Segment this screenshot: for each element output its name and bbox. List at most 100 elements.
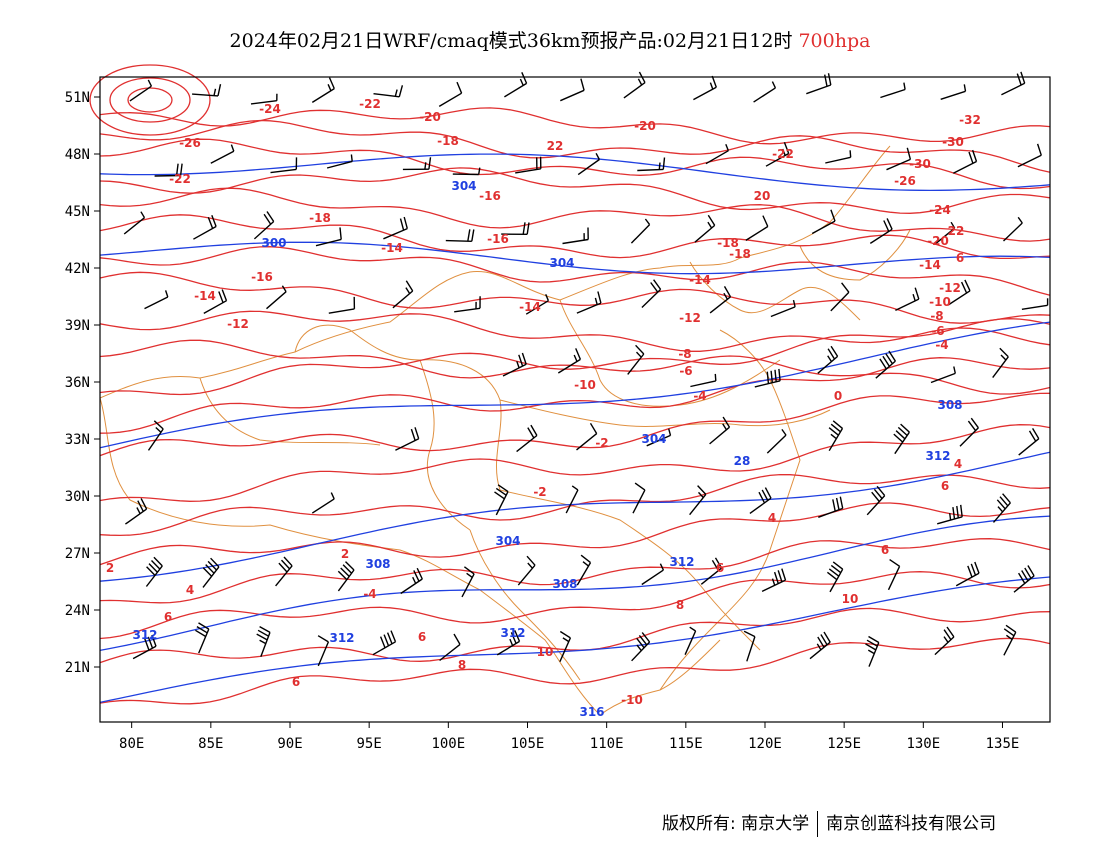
wind-barb	[392, 280, 414, 309]
wind-barb	[202, 557, 220, 588]
wind-barb	[1003, 624, 1017, 656]
boundary-line	[499, 489, 761, 651]
lon-label: 80E	[119, 736, 144, 752]
temperature-label: 6	[941, 479, 949, 493]
height-label: 312	[329, 631, 354, 645]
footer-copyright: 版权所有: 南京大学	[662, 814, 810, 834]
wind-barb	[372, 630, 397, 656]
temperature-label: 20	[754, 189, 771, 203]
temperature-label: -22	[359, 97, 381, 111]
temperature-label: 4	[954, 457, 962, 471]
temperature-isoline	[99, 357, 1051, 434]
wind-barb	[576, 422, 598, 451]
temperature-label: 6	[881, 543, 889, 557]
temperature-isoline-closed	[89, 64, 211, 136]
lon-label: 110E	[590, 736, 624, 752]
wind-barb	[895, 287, 920, 312]
temperature-label: 6	[956, 251, 964, 265]
contour-labels: -24 -22-20-18-26-22-2022-2220-26-30-30-32…	[106, 97, 981, 719]
lon-label: 120E	[748, 736, 782, 752]
wind-barb	[496, 630, 521, 656]
wind-barb	[461, 566, 475, 598]
wind-barb	[632, 482, 646, 514]
temperature-label: -10	[574, 378, 596, 392]
wind-barb	[560, 78, 585, 102]
temperature-label: -18	[309, 211, 331, 225]
wind-barb	[1018, 428, 1040, 456]
temperature-label: -6	[931, 324, 944, 338]
temperature-label: 0	[834, 389, 842, 403]
lon-label: 95E	[357, 736, 382, 752]
lon-label: 125E	[827, 736, 861, 752]
height-isoline	[99, 241, 1051, 275]
wind-barb	[875, 350, 896, 379]
wind-barb	[195, 622, 210, 654]
wind-barb	[818, 496, 844, 518]
temperature-label: 10	[537, 645, 554, 659]
wind-barb	[502, 352, 527, 377]
lon-label: 90E	[277, 736, 302, 752]
temperature-label: -16	[479, 189, 501, 203]
temperature-label: 6	[418, 630, 426, 644]
wind-barb	[761, 568, 787, 593]
wind-barb	[515, 156, 542, 174]
lat-label: 21N	[65, 660, 90, 676]
wind-barb	[395, 427, 420, 451]
lon-label: 130E	[906, 736, 940, 752]
temperature-label: -2	[533, 485, 546, 499]
height-isoline	[99, 576, 1051, 704]
wind-barb	[934, 626, 955, 656]
height-label: 312	[132, 628, 157, 642]
temperature-label: -20	[634, 119, 656, 133]
wind-barb	[311, 492, 335, 514]
lon-label: 100E	[431, 736, 465, 752]
wind-barb	[826, 561, 844, 593]
temperature-label: -20	[927, 234, 949, 248]
wind-barb	[811, 209, 836, 235]
temperature-isoline	[99, 392, 1051, 457]
wind-barb	[631, 632, 651, 662]
temperature-label: -4	[363, 587, 376, 601]
height-label: 304	[451, 179, 476, 193]
temperature-isoline	[99, 214, 1051, 260]
temperature-label: -12	[679, 311, 701, 325]
footer-partner: 南京创蓝科技有限公司	[826, 814, 997, 834]
wind-barb	[893, 423, 910, 455]
temperature-label: 4	[768, 511, 776, 525]
height-label: 308	[937, 398, 962, 412]
wind-barb	[865, 635, 880, 667]
wind-barb	[565, 485, 579, 514]
wind-barb	[562, 227, 589, 245]
lat-label: 42N	[65, 261, 90, 277]
height-label: 304	[549, 256, 574, 270]
wind-barb	[828, 420, 844, 452]
wind-barb	[145, 556, 163, 587]
wind-barb	[311, 77, 335, 103]
height-isoline	[99, 321, 1051, 449]
temperature-label: 6	[716, 561, 724, 575]
wind-barb	[147, 420, 164, 451]
wind-barb	[123, 211, 146, 235]
lon-label: 85E	[198, 736, 223, 752]
wind-barb	[266, 285, 287, 310]
temperature-label: -30	[909, 157, 931, 171]
height-label: 312	[500, 626, 525, 640]
wind-barb	[132, 634, 157, 660]
wind-barb	[192, 84, 222, 97]
wind-barb	[705, 143, 730, 165]
wind-barb	[745, 215, 769, 241]
wind-barb	[576, 554, 592, 586]
wind-barb	[315, 227, 342, 247]
temperature-isoline	[99, 138, 1051, 190]
height-isoline	[99, 451, 1051, 582]
height-label: 300	[261, 236, 286, 250]
temperature-label: -18	[437, 134, 459, 148]
wind-barb	[326, 154, 353, 169]
wind-barb	[934, 221, 956, 246]
boundary-line	[99, 145, 891, 399]
wind-barb	[809, 631, 831, 660]
temperature-label: -24	[929, 203, 951, 217]
wind-barb	[270, 157, 298, 174]
wind-barb	[1003, 216, 1023, 242]
temperature-label: -14	[194, 289, 216, 303]
